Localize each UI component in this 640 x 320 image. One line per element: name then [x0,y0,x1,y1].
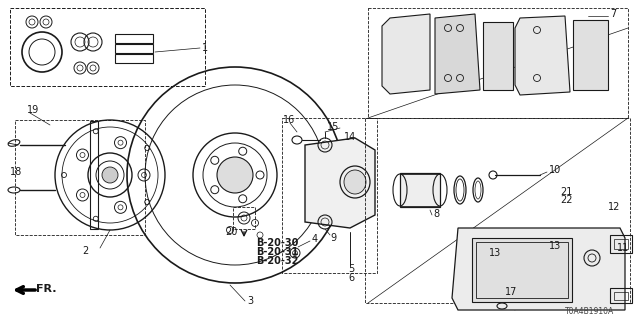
Text: B-20-30: B-20-30 [256,238,298,248]
Bar [282,118,377,273]
Text: 7: 7 [610,9,616,19]
Circle shape [217,157,253,193]
Text: 20: 20 [225,227,237,237]
Text: 19: 19 [27,105,39,115]
Text: 1: 1 [202,43,208,53]
Bar [10,8,205,86]
Text: 18: 18 [10,167,22,177]
Bar [476,242,568,298]
Polygon shape [382,14,430,94]
Text: B-20-32: B-20-32 [256,256,298,266]
Text: 15: 15 [327,122,339,132]
Text: 21: 21 [560,187,572,197]
Text: 6: 6 [348,273,354,283]
Bar [115,44,153,53]
Text: 8: 8 [433,209,439,219]
Text: 5: 5 [348,264,355,274]
Polygon shape [452,228,625,310]
Text: 4: 4 [312,234,318,244]
Bar [472,238,572,302]
Bar [115,54,153,63]
Text: 13: 13 [489,248,501,258]
Bar [365,118,630,303]
Polygon shape [515,16,570,95]
Text: FR.: FR. [36,284,56,294]
Text: T0A4B1910A: T0A4B1910A [565,308,614,316]
Text: 13: 13 [549,241,561,251]
Bar [483,22,513,90]
Bar [115,34,153,43]
Bar [368,8,628,118]
Text: 11: 11 [617,243,629,253]
Bar [614,239,628,249]
Bar [90,121,98,229]
Bar [233,207,255,229]
Text: 14: 14 [344,132,356,142]
Bar [614,292,628,300]
Text: 17: 17 [505,287,517,297]
Bar [400,173,440,207]
Text: B-20-31: B-20-31 [256,247,298,257]
Text: 10: 10 [549,165,561,175]
Text: 12: 12 [608,202,620,212]
Ellipse shape [344,170,366,194]
Polygon shape [435,14,480,94]
Text: 22: 22 [560,195,573,205]
Bar [610,288,632,303]
Bar [573,20,608,90]
Circle shape [102,167,118,183]
Polygon shape [305,138,375,228]
Text: 16: 16 [283,115,295,125]
Text: 2: 2 [82,246,88,256]
Text: 9: 9 [330,233,336,243]
Bar [610,235,632,253]
Bar [15,120,145,235]
Text: 3: 3 [247,296,253,306]
Bar [400,174,440,206]
